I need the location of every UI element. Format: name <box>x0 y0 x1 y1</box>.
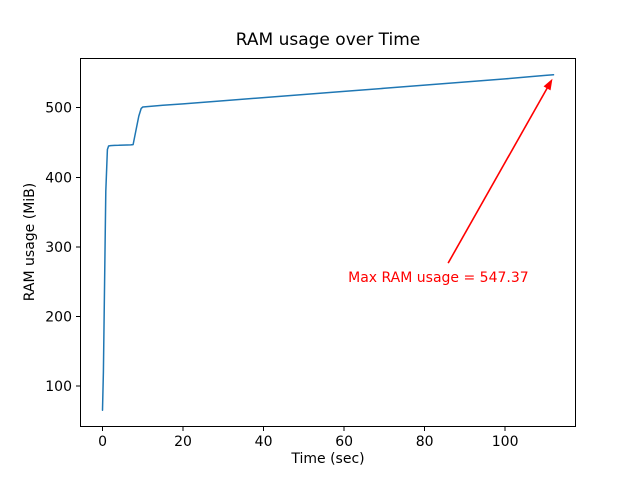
annotation-arrow-head <box>543 78 553 91</box>
y-tick-label: 200 <box>45 309 72 325</box>
annotation-text: Max RAM usage = 547.37 <box>348 270 529 287</box>
x-tick-label: 80 <box>416 434 434 450</box>
x-tick-label: 0 <box>98 434 107 450</box>
x-tick-label: 100 <box>492 434 519 450</box>
y-tick-label: 300 <box>45 240 72 256</box>
y-tick-label: 100 <box>45 379 72 395</box>
x-tick-label: 20 <box>174 434 192 450</box>
x-axis-label: Time (sec) <box>291 451 365 467</box>
y-tick-label: 500 <box>45 101 72 117</box>
y-tick-label: 400 <box>45 170 72 186</box>
chart-title: RAM usage over Time <box>235 30 421 50</box>
plot-border <box>80 58 576 427</box>
x-tick-label: 60 <box>335 434 353 450</box>
annotation-arrow-line <box>447 83 551 264</box>
x-tick-label: 40 <box>255 434 273 450</box>
ram-usage-line <box>101 74 555 411</box>
